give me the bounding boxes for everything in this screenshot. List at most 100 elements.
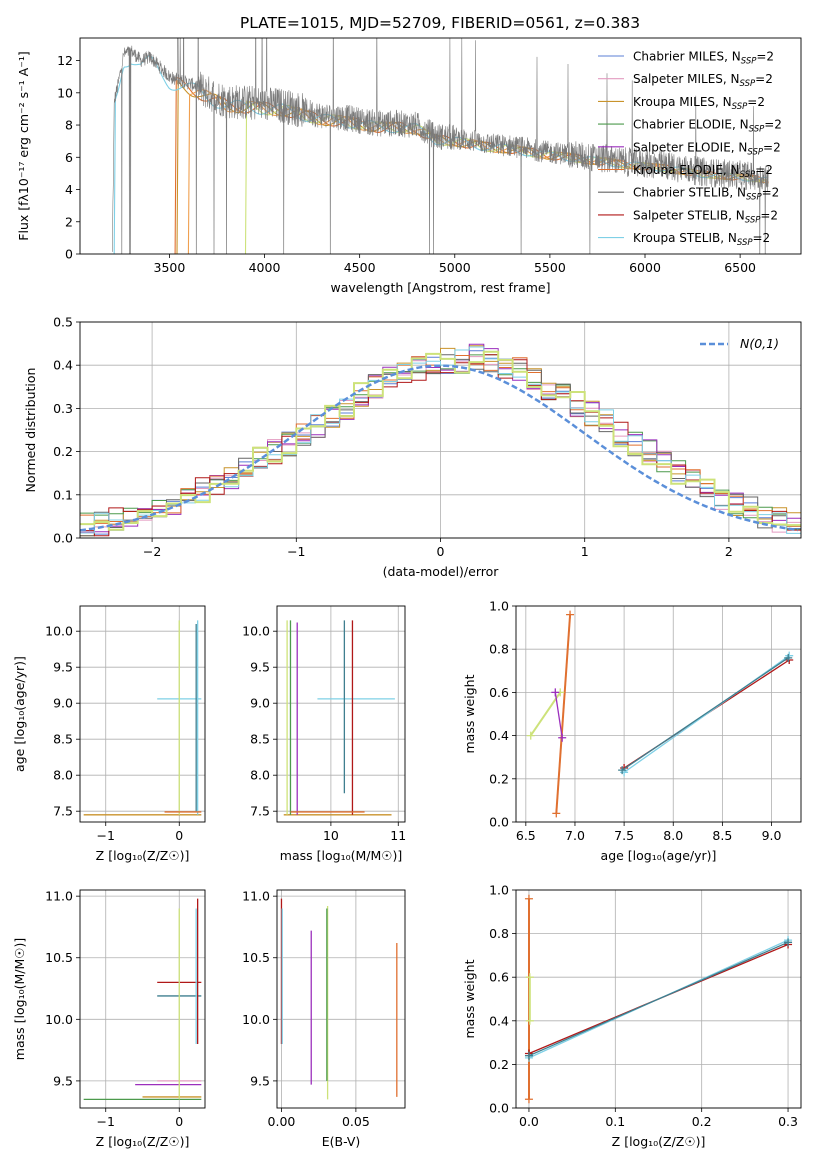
x-tick-label: 0.05 bbox=[342, 1114, 370, 1129]
spectrum-data bbox=[112, 38, 769, 254]
x-tick-label: 0.0 bbox=[519, 1114, 539, 1129]
y-tick-label: 10.0 bbox=[45, 624, 73, 639]
y-tick-label: 0.2 bbox=[53, 444, 73, 459]
legend-label: Chabrier MILES, NSSP=2 bbox=[633, 50, 774, 67]
x-axis-label: (data-model)/error bbox=[383, 564, 500, 579]
y-tick-label: 0.4 bbox=[489, 728, 509, 743]
legend-label: Salpeter ELODIE, NSSP=2 bbox=[633, 140, 781, 157]
weight-point-marker bbox=[552, 809, 561, 818]
y-tick-label: 0.3 bbox=[53, 401, 73, 416]
y-tick-label: 8.0 bbox=[53, 768, 73, 783]
legend-label: Kroupa MILES, NSSP=2 bbox=[633, 95, 765, 112]
legend-label: Salpeter STELIB, NSSP=2 bbox=[633, 208, 778, 225]
legend-label: Chabrier STELIB, NSSP=2 bbox=[633, 186, 779, 203]
axes-frame bbox=[79, 605, 206, 823]
weight-point-marker bbox=[566, 610, 575, 619]
x-tick-label: 6500 bbox=[724, 260, 756, 275]
y-tick-label: 9.5 bbox=[250, 1073, 270, 1088]
x-tick-label: 4500 bbox=[344, 260, 376, 275]
histogram-data bbox=[80, 343, 801, 537]
y-tick-label: 10.0 bbox=[45, 1012, 73, 1027]
errorbar-data bbox=[280, 898, 398, 1100]
y-tick-label: 10.0 bbox=[242, 1012, 270, 1027]
y-tick-label: 2 bbox=[65, 214, 73, 229]
y-tick-label: 1.0 bbox=[489, 883, 509, 898]
y-axis-label: age [log₁₀(age/yr)] bbox=[12, 656, 27, 772]
y-tick-label: 0.1 bbox=[53, 487, 73, 502]
y-tick-label: 1.0 bbox=[489, 599, 509, 614]
massweight-vs-age-panel: 6.5 7.0 7.5 8.0 8.5 9.0 0.0 0.2 0.4 0.6 0.8 1.0 age … bbox=[462, 599, 802, 863]
legend-label: Chabrier ELODIE, NSSP=2 bbox=[633, 118, 782, 135]
y-axis-label: Normed distribution bbox=[23, 368, 38, 493]
x-tick-label: 0.2 bbox=[692, 1114, 712, 1129]
y-tick-label: 10.5 bbox=[45, 950, 73, 965]
errorbar-data bbox=[283, 620, 395, 816]
y-tick-label: 9.0 bbox=[53, 696, 73, 711]
weight-series-line bbox=[528, 941, 789, 1057]
y-tick-label: 0.6 bbox=[489, 685, 509, 700]
y-tick-label: 6 bbox=[65, 150, 73, 165]
x-tick-label: 5500 bbox=[534, 260, 566, 275]
y-tick-label: 11.0 bbox=[242, 889, 270, 904]
weight-point-marker bbox=[525, 1016, 534, 1025]
y-tick-label: 0.0 bbox=[53, 531, 73, 546]
mass-vs-metallicity-panel: −1 0 9.5 10.0 10.5 11.0 Z [log₁₀(Z/Z☉)] mass [l… bbox=[12, 889, 206, 1149]
x-axis-label: mass [log₁₀(M/M☉)] bbox=[280, 848, 402, 863]
y-tick-label: 11.0 bbox=[45, 889, 73, 904]
y-tick-label: 8.5 bbox=[250, 732, 270, 747]
y-tick-label: 9.5 bbox=[53, 1073, 73, 1088]
axes-frame bbox=[515, 889, 802, 1109]
weight-point-marker bbox=[525, 973, 534, 982]
x-tick-label: −1 bbox=[287, 544, 305, 559]
y-tick-label: 0.8 bbox=[489, 642, 509, 657]
errorbar-data bbox=[83, 898, 202, 1101]
x-tick-label: 10 bbox=[323, 828, 339, 843]
normal-distribution-curve bbox=[80, 364, 799, 532]
weight-data bbox=[526, 610, 794, 818]
weight-series-line bbox=[554, 692, 563, 738]
y-tick-label: 9.5 bbox=[53, 660, 73, 675]
y-tick-label: 12 bbox=[57, 53, 73, 68]
weight-series-line bbox=[529, 691, 562, 737]
observed-spectrum-line bbox=[112, 38, 769, 254]
x-tick-label: 2 bbox=[725, 544, 733, 559]
y-tick-label: 7.5 bbox=[250, 804, 270, 819]
y-tick-label: 0.0 bbox=[489, 815, 509, 830]
x-tick-label: 11 bbox=[390, 828, 406, 843]
y-tick-label: 0.0 bbox=[489, 1101, 509, 1116]
weight-point-marker bbox=[618, 766, 627, 775]
x-tick-label: 6.5 bbox=[516, 828, 536, 843]
y-tick-label: 8 bbox=[65, 118, 73, 133]
mass-vs-ebv-panel: 0.00 0.05 9.5 10.0 10.5 11.0 E(B-V) bbox=[242, 889, 406, 1149]
axes-frame bbox=[276, 605, 406, 823]
y-tick-label: 0.6 bbox=[489, 970, 509, 985]
x-tick-label: 8.0 bbox=[663, 828, 683, 843]
x-axis-label: Z [log₁₀(Z/Z☉)] bbox=[96, 848, 190, 863]
weight-point-marker bbox=[558, 733, 567, 742]
y-axis-label: mass [log₁₀(M/M☉)] bbox=[12, 938, 27, 1060]
errorbar-data bbox=[83, 620, 202, 816]
y-tick-label: 8.5 bbox=[53, 732, 73, 747]
weight-series-line bbox=[621, 657, 789, 771]
y-tick-label: 0.4 bbox=[489, 1013, 509, 1028]
x-tick-label: 6000 bbox=[629, 260, 661, 275]
normal-legend-label: N(0,1) bbox=[740, 336, 779, 351]
age-vs-metallicity-panel: −1 0 7.5 8.0 8.5 9.0 9.5 10.0 Z [log₁₀(Z/Z☉)] age… bbox=[12, 605, 206, 863]
x-tick-label: 4000 bbox=[249, 260, 281, 275]
y-axis-label: mass weight bbox=[462, 674, 477, 753]
x-tick-label: 0.3 bbox=[778, 1114, 798, 1129]
y-tick-label: 10 bbox=[57, 85, 73, 100]
axes-frame bbox=[79, 321, 802, 539]
y-tick-label: 0.8 bbox=[489, 926, 509, 941]
x-tick-label: 7.0 bbox=[565, 828, 585, 843]
figure-title: PLATE=1015, MJD=52709, FIBERID=0561, z=0… bbox=[240, 14, 640, 32]
massweight-vs-metallicity-panel: 0.0 0.1 0.2 0.3 0.0 0.2 0.4 0.6 0.8 1.0 Z [log₁₀(Z… bbox=[462, 883, 802, 1149]
y-tick-label: 10.5 bbox=[242, 950, 270, 965]
x-axis-label: wavelength [Angstrom, rest frame] bbox=[330, 280, 550, 295]
weight-point-marker bbox=[526, 731, 535, 740]
x-tick-label: 1 bbox=[581, 544, 589, 559]
y-tick-label: 4 bbox=[65, 182, 73, 197]
x-tick-label: 9.0 bbox=[762, 828, 782, 843]
weight-data bbox=[524, 894, 793, 1104]
